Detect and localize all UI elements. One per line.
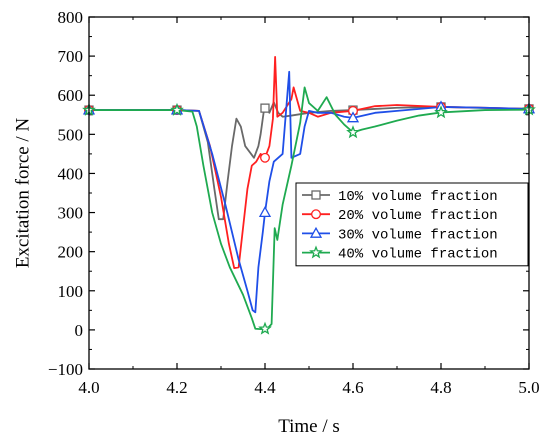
y-tick-label: 0	[75, 321, 84, 340]
series-line-3	[89, 70, 529, 314]
legend-box	[295, 182, 529, 267]
legend-label: 20% volume fraction	[338, 208, 498, 224]
series-2-marker	[260, 152, 270, 163]
series-1-marker	[260, 103, 270, 113]
y-tick-label: 100	[58, 282, 84, 301]
legend-label: 30% volume fraction	[338, 227, 498, 243]
legend-marker	[309, 226, 323, 238]
x-tick-label: 4.2	[166, 378, 187, 397]
x-axis-title: Time / s	[278, 416, 340, 437]
y-axis-title: Excitation force / N	[12, 118, 33, 269]
legend-label: 10% volume fraction	[338, 189, 498, 205]
y-tick-label: −100	[48, 360, 83, 379]
series-4-marker	[434, 105, 448, 119]
series-4-marker	[346, 125, 360, 139]
x-tick-label: 4.0	[78, 378, 99, 397]
y-tick-label: 700	[58, 47, 84, 66]
x-tick-label: 5.0	[518, 378, 539, 397]
y-tick-label: 300	[58, 204, 84, 223]
series-line-4	[89, 86, 529, 331]
y-tick-label: 400	[58, 164, 84, 183]
plot-frame	[88, 16, 530, 370]
series-3-marker	[346, 111, 360, 123]
series-3-marker	[258, 206, 272, 218]
legend-marker	[311, 209, 321, 220]
y-tick-label: 600	[58, 86, 84, 105]
legend-marker	[309, 245, 323, 259]
x-tick-label: 4.8	[430, 378, 451, 397]
legend-marker	[311, 190, 321, 200]
series-4-marker	[170, 102, 184, 116]
legend-label: 40% volume fraction	[338, 247, 498, 263]
y-tick-label: 800	[58, 8, 84, 27]
y-tick-label: 200	[58, 243, 84, 262]
series-4-marker	[258, 321, 272, 335]
x-tick-label: 4.6	[342, 378, 363, 397]
x-tick-label: 4.4	[254, 378, 276, 397]
y-tick-label: 500	[58, 125, 84, 144]
